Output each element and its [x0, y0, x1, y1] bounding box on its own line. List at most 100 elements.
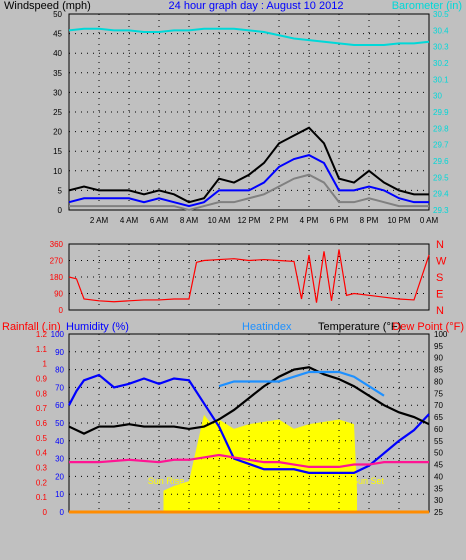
temperature-ticks: 25 30 35 40 45 50 55 60 65 70 75 80 85 90 95 100	[434, 330, 448, 517]
rainfall-tick-label: 0.4	[36, 449, 48, 458]
series-wind-gust	[68, 126, 429, 204]
humidity-tick-label: 10	[55, 490, 64, 499]
series-temperature-f	[68, 366, 430, 435]
dewpoint-axis-label: Dew Point (°F)	[392, 321, 464, 333]
humidity-tick-label: 70	[55, 383, 64, 392]
time-tick-label: 12 PM	[237, 216, 260, 225]
windspeed-tick-label: 45	[53, 30, 62, 39]
humidity-ticks: 0 10 20 30 40 50 60 70 80 90 100	[51, 330, 65, 517]
temperature-grid	[69, 334, 429, 512]
barometer-tick-label: 29.4	[433, 190, 449, 199]
windspeed-tick-label: 30	[53, 88, 62, 97]
time-tick-label: 2 PM	[270, 216, 289, 225]
temperature-series	[68, 366, 430, 514]
barometer-tick-label: 29.9	[433, 108, 449, 117]
temperature-tick-label: 80	[434, 377, 443, 386]
temperature-tick-label: 70	[434, 401, 443, 410]
humidity-tick-label: 0	[60, 508, 65, 517]
temperature-tick-label: 35	[434, 484, 443, 493]
barometer-tick-label: 29.6	[433, 157, 449, 166]
solar-fill	[163, 414, 357, 512]
direction-tick-label: 0	[59, 306, 64, 315]
temperature-tick-label: 45	[434, 461, 443, 470]
humidity-axis-label: Humidity (%)	[66, 321, 129, 333]
sunset-label: Sun Set	[352, 476, 385, 486]
humidity-tick-label: 40	[55, 437, 64, 446]
series-wind-direction	[68, 249, 430, 303]
temperature-tick-label: 100	[434, 330, 448, 339]
rainfall-tick-label: 0.7	[36, 404, 48, 413]
temperature-tick-label: 90	[434, 354, 443, 363]
temperature-tick-label: 95	[434, 342, 443, 351]
barometer-tick-label: 29.5	[433, 173, 449, 182]
barometer-ticks: 29.3 29.4 29.5 29.6 29.7 29.8 29.9 30 30.1 30.2 30…	[433, 10, 449, 215]
temperature-tick-label: 75	[434, 389, 443, 398]
compass-tick-label: N	[436, 305, 444, 317]
windspeed-tick-label: 0	[58, 206, 63, 215]
barometer-tick-label: 30.1	[433, 75, 449, 84]
wind-x-ticks: 2 AM 4 AM 6 AM 8 AM 10 AM 12 PM 2 PM 4 PM 6 PM 8 …	[90, 216, 439, 225]
windspeed-tick-label: 25	[53, 108, 62, 117]
rainfall-tick-label: 0.2	[36, 478, 48, 487]
rainfall-tick-label: 0.1	[36, 493, 48, 502]
time-tick-label: 0 AM	[420, 216, 439, 225]
solar-area	[163, 414, 357, 512]
barometer-tick-label: 30.3	[433, 43, 449, 52]
barometer-tick-label: 29.7	[433, 141, 449, 150]
barometer-axis-label: Barometer (in)	[392, 0, 462, 12]
humidity-tick-label: 50	[55, 419, 64, 428]
sunrise-label: Sun Rise	[148, 476, 185, 486]
windspeed-tick-label: 10	[53, 167, 62, 176]
series-barometer-in	[68, 27, 430, 47]
windspeed-ticks: 0 5 10 15 20 25 30 35 40 45 50	[53, 10, 62, 215]
series-wind-average	[68, 154, 429, 208]
barometer-tick-label: 29.3	[433, 206, 449, 215]
temperature-tick-label: 65	[434, 413, 443, 422]
compass-tick-label: N	[436, 239, 444, 251]
wind-series	[68, 27, 430, 212]
rainfall-tick-label: 0.3	[36, 464, 48, 473]
time-tick-label: 8 AM	[180, 216, 199, 225]
barometer-tick-label: 29.8	[433, 124, 449, 133]
rainfall-tick-label: 0.5	[36, 434, 48, 443]
series-windspeed	[69, 173, 429, 212]
temperature-tick-label: 85	[434, 366, 443, 375]
barometer-tick-label: 30.2	[433, 59, 449, 68]
chart-title: 24 hour graph day : August 10 2012	[169, 0, 344, 12]
windspeed-tick-label: 35	[53, 69, 62, 78]
series-heatindex	[218, 370, 385, 397]
barometer-tick-label: 30.5	[433, 10, 449, 19]
windspeed-tick-label: 5	[58, 186, 63, 195]
rainfall-tick-label: 0.6	[36, 419, 48, 428]
time-tick-label: 4 PM	[300, 216, 319, 225]
temperature-tick-label: 60	[434, 425, 443, 434]
windspeed-tick-label: 40	[53, 49, 62, 58]
direction-degree-ticks: 0 90 180 270 360	[50, 240, 64, 315]
rainfall-ticks: 0 0.1 0.2 0.3 0.4 0.5 0.6 0.7 0.8 0.9 1 1.1 1.2	[36, 330, 48, 517]
windspeed-axis-label: Windspeed (mph)	[4, 0, 91, 12]
rainfall-tick-label: 1.1	[36, 345, 48, 354]
temperature-tick-label: 55	[434, 437, 443, 446]
humidity-tick-label: 80	[55, 366, 64, 375]
heatindex-axis-label: Heatindex	[242, 321, 292, 333]
humidity-tick-label: 30	[55, 455, 64, 464]
humidity-tick-label: 100	[51, 330, 65, 339]
rainfall-tick-label: 0.8	[36, 389, 48, 398]
time-tick-label: 6 PM	[330, 216, 349, 225]
windspeed-tick-label: 15	[53, 147, 62, 156]
temperature-tick-label: 25	[434, 508, 443, 517]
humidity-tick-label: 20	[55, 472, 64, 481]
barometer-tick-label: 30.4	[433, 26, 449, 35]
temperature-tick-label: 50	[434, 449, 443, 458]
time-tick-label: 8 PM	[360, 216, 379, 225]
humidity-tick-label: 60	[55, 401, 64, 410]
compass-tick-label: S	[436, 272, 443, 284]
series-dew-point-f	[69, 453, 429, 469]
direction-tick-label: 270	[50, 257, 64, 266]
barometer-tick-label: 30	[433, 92, 442, 101]
time-tick-label: 6 AM	[150, 216, 169, 225]
windspeed-tick-label: 50	[53, 10, 62, 19]
series-humidity	[68, 373, 430, 474]
direction-tick-label: 360	[50, 240, 64, 249]
